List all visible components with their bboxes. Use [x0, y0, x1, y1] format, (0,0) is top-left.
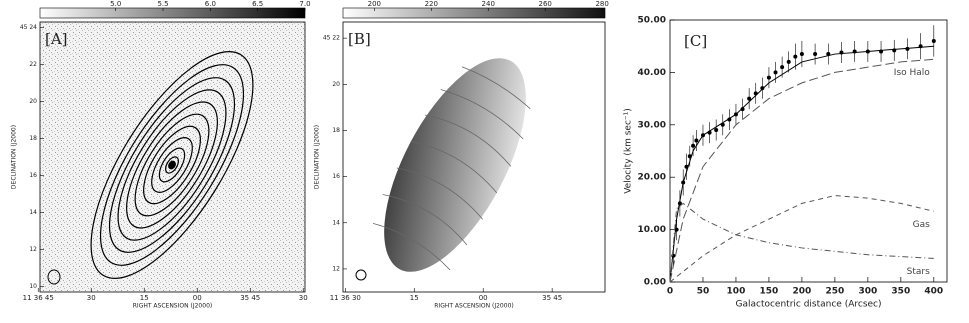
x-tick-label: 400: [924, 287, 943, 297]
beam: [47, 269, 61, 285]
x-tick-label: 15: [410, 294, 419, 302]
data-point: [786, 59, 791, 64]
colorbar-tick-label: 6.0: [205, 0, 216, 8]
colorbar-tick-label: 260: [539, 0, 552, 8]
y-tick-label: 0.00: [644, 278, 666, 288]
panel-label: [A]: [45, 30, 68, 48]
data-point: [740, 107, 745, 112]
data-point: [813, 52, 818, 57]
data-point: [931, 38, 936, 43]
y-tick-label: 12: [29, 246, 37, 253]
x-tick-label: 11 36 45: [23, 294, 54, 302]
beam: [355, 269, 367, 281]
y-tick-label: 22: [29, 61, 37, 68]
x-tick-label: 50: [697, 287, 710, 297]
x-axis-label: RIGHT ASCENSION (J2000): [133, 303, 212, 310]
curve: [669, 202, 934, 283]
data-point: [747, 96, 752, 101]
colorbar-tick-label: 5.0: [110, 0, 121, 8]
colorbar-tick-label: 220: [425, 0, 438, 8]
curve: [669, 195, 934, 283]
colorbar: [39, 7, 306, 19]
data-point: [691, 143, 696, 148]
axes-frame: [39, 21, 306, 293]
data-point: [780, 65, 785, 70]
x-axis-label: RIGHT ASCENSION (J2000): [434, 303, 513, 310]
colorbar-tick-label: 240: [482, 0, 495, 8]
curve-label: Iso Halo: [894, 68, 930, 78]
x-tick-label: 200: [793, 287, 812, 297]
x-axis-label: Galactocentric distance (Arcsec): [735, 300, 881, 310]
y-tick-label: 40.00: [638, 68, 666, 78]
x-tick-label: 30: [87, 294, 96, 302]
colorbar-tick-label: 7.0: [299, 0, 310, 8]
data-point: [773, 70, 778, 75]
colorbar-tick-label: 5.5: [157, 0, 168, 8]
y-tick-label: 14: [29, 209, 37, 216]
y-tick-label: 45 24: [20, 24, 37, 31]
colorbar: [342, 7, 606, 19]
colorbar-tick-label: 6.5: [252, 0, 263, 8]
y-tick-label: 12: [332, 265, 340, 272]
y-tick-label: 16: [332, 173, 340, 180]
panel-label: [C]: [684, 32, 707, 50]
y-tick-label: 10: [29, 283, 37, 290]
axes-frame: [669, 19, 948, 283]
curve: [669, 58, 934, 283]
contours: [90, 51, 254, 279]
data-point: [793, 54, 798, 59]
x-tick-label: 350: [891, 287, 910, 297]
y-tick-label: 10.00: [638, 225, 666, 235]
colorbar-tick-label: 280: [595, 0, 608, 8]
y-axis-label: DECLINATION (J2000): [314, 125, 321, 189]
x-tick-label: 00: [479, 294, 488, 302]
y-axis-label: Velocity (km sec⁻¹): [624, 108, 634, 194]
x-tick-label: 100: [727, 287, 746, 297]
curve-label: Gas: [913, 220, 930, 230]
data-point: [694, 138, 699, 143]
y-axis-label: DECLINATION (J2000): [11, 125, 18, 189]
x-tick-label: 11 36 30: [330, 294, 361, 302]
x-tick-label: 30: [299, 294, 308, 302]
x-tick-label: 0: [667, 287, 673, 297]
data-point: [799, 52, 804, 57]
y-tick-label: 18: [29, 135, 37, 142]
x-tick-label: 150: [760, 287, 779, 297]
velocity-field: [372, 58, 531, 272]
x-tick-label: 00: [193, 294, 202, 302]
y-tick-label: 30.00: [638, 120, 666, 130]
data-point: [766, 75, 771, 80]
y-tick-label: 50.00: [638, 16, 666, 26]
x-tick-label: 300: [858, 287, 877, 297]
curve: [669, 45, 934, 283]
x-tick-label: 250: [825, 287, 844, 297]
curve-label: Stars: [907, 267, 930, 277]
y-tick-label: 14: [332, 219, 340, 226]
y-tick-label: 20: [332, 81, 340, 88]
x-tick-label: 15: [140, 294, 149, 302]
y-tick-label: 20: [29, 98, 37, 105]
data-point: [760, 86, 765, 91]
colorbar-tick-label: 200: [368, 0, 381, 8]
y-tick-label: 16: [29, 172, 37, 179]
x-tick-label: 35 45: [240, 294, 260, 302]
y-tick-label: 20.00: [638, 173, 666, 183]
y-tick-label: 18: [332, 127, 340, 134]
data-point: [714, 128, 719, 133]
axes-frame: [342, 21, 606, 293]
panel-label: [B]: [348, 30, 371, 48]
y-tick-label: 45 22: [323, 35, 340, 42]
x-tick-label: 35 45: [542, 294, 562, 302]
